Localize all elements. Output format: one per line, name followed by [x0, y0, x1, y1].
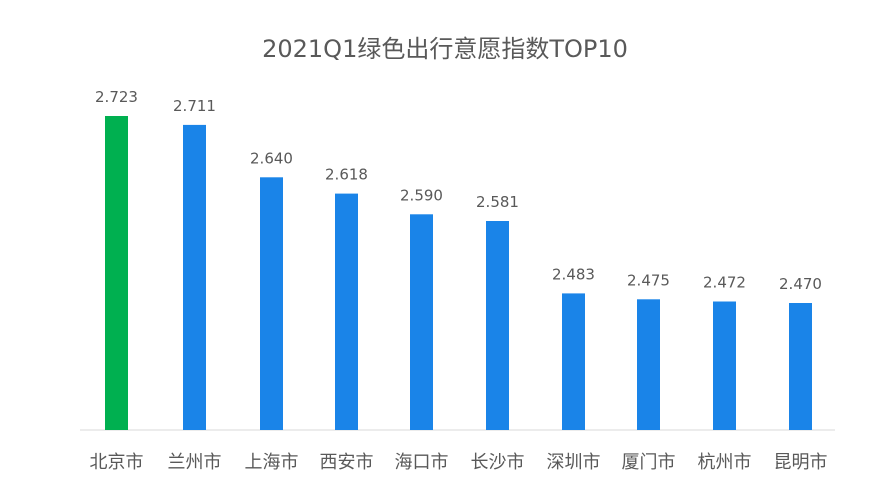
bar-4 — [335, 193, 358, 430]
bar-8 — [637, 299, 660, 430]
bar-10 — [789, 303, 812, 430]
bar-1 — [105, 116, 128, 430]
bar-6 — [486, 221, 509, 430]
bar-9 — [713, 301, 736, 430]
category-label-9: 杭州市 — [698, 452, 752, 473]
bar-7 — [562, 293, 585, 430]
category-label-6: 长沙市 — [471, 452, 525, 473]
category-label-8: 厦门市 — [622, 452, 676, 473]
value-label-9: 2.472 — [703, 274, 746, 292]
value-label-4: 2.618 — [325, 166, 368, 184]
category-label-1: 北京市 — [90, 452, 144, 473]
value-label-7: 2.483 — [552, 265, 595, 283]
value-label-5: 2.590 — [400, 186, 443, 204]
category-label-5: 海口市 — [395, 452, 449, 473]
category-label-7: 深圳市 — [547, 452, 601, 473]
chart-title: 2021Q1绿色出行意愿指数TOP10 — [262, 35, 628, 63]
value-label-3: 2.640 — [250, 149, 293, 167]
bars-layer — [105, 116, 812, 431]
value-label-10: 2.470 — [779, 275, 822, 293]
category-label-3: 上海市 — [245, 452, 299, 473]
bar-5 — [410, 214, 433, 430]
value-labels-layer: 2.723 2.711 2.640 2.618 2.590 2.581 2.483 2.475… — [95, 88, 822, 293]
bar-2 — [183, 124, 206, 431]
value-label-6: 2.581 — [476, 193, 519, 211]
bar-3 — [260, 177, 283, 430]
category-label-10: 昆明市 — [774, 452, 828, 473]
category-label-4: 西安市 — [320, 452, 374, 473]
value-label-2: 2.711 — [173, 97, 216, 115]
value-label-8: 2.475 — [627, 271, 670, 289]
category-labels-layer: 北京市 兰州市 上海市 西安市 海口市 长沙市 深圳市 厦门市 杭州市 昆明市 — [90, 452, 828, 473]
value-label-1: 2.723 — [95, 88, 138, 106]
category-label-2: 兰州市 — [168, 452, 222, 473]
